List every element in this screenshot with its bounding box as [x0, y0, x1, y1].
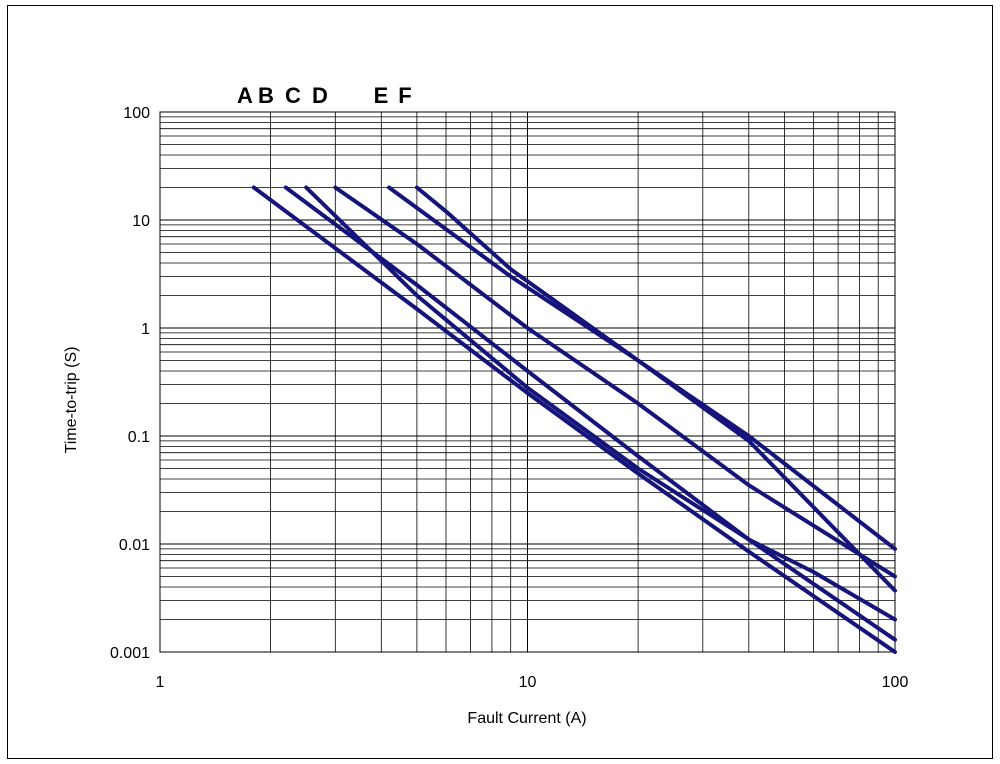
x-axis-title: Fault Current (A)	[467, 710, 586, 727]
curve-label-e: E	[374, 83, 389, 108]
series-line-a	[251, 185, 897, 654]
y-tick-label: 0.1	[128, 429, 150, 446]
chart-frame	[7, 5, 993, 759]
curve-label-d: D	[312, 83, 328, 108]
y-tick-label: 0.001	[110, 645, 150, 662]
series-layer	[251, 185, 897, 654]
y-tick-label: 100	[123, 105, 150, 122]
curve-label-c: C	[285, 83, 301, 108]
y-tick-label: 0.01	[119, 537, 150, 554]
series-line-f	[414, 185, 897, 551]
x-tick-label: 1	[156, 674, 165, 691]
x-tick-label: 10	[519, 674, 537, 691]
series-line-d	[333, 185, 897, 579]
x-tick-labels: 1 10 100	[156, 674, 909, 691]
curve-label-b: B	[258, 83, 274, 108]
curve-label-a: A	[237, 83, 253, 108]
plot-area-border	[159, 111, 896, 653]
x-tick-label: 100	[882, 674, 909, 691]
y-tick-label: 1	[141, 321, 150, 338]
curve-label-f: F	[398, 83, 411, 108]
y-axis-title: Time-to-trip (S)	[63, 347, 80, 454]
series-line-b	[283, 185, 897, 642]
y-tick-label: 10	[132, 213, 150, 230]
series-line-c	[304, 185, 897, 622]
y-tick-labels: 100 10 1 0.1 0.01 0.001	[110, 105, 150, 662]
